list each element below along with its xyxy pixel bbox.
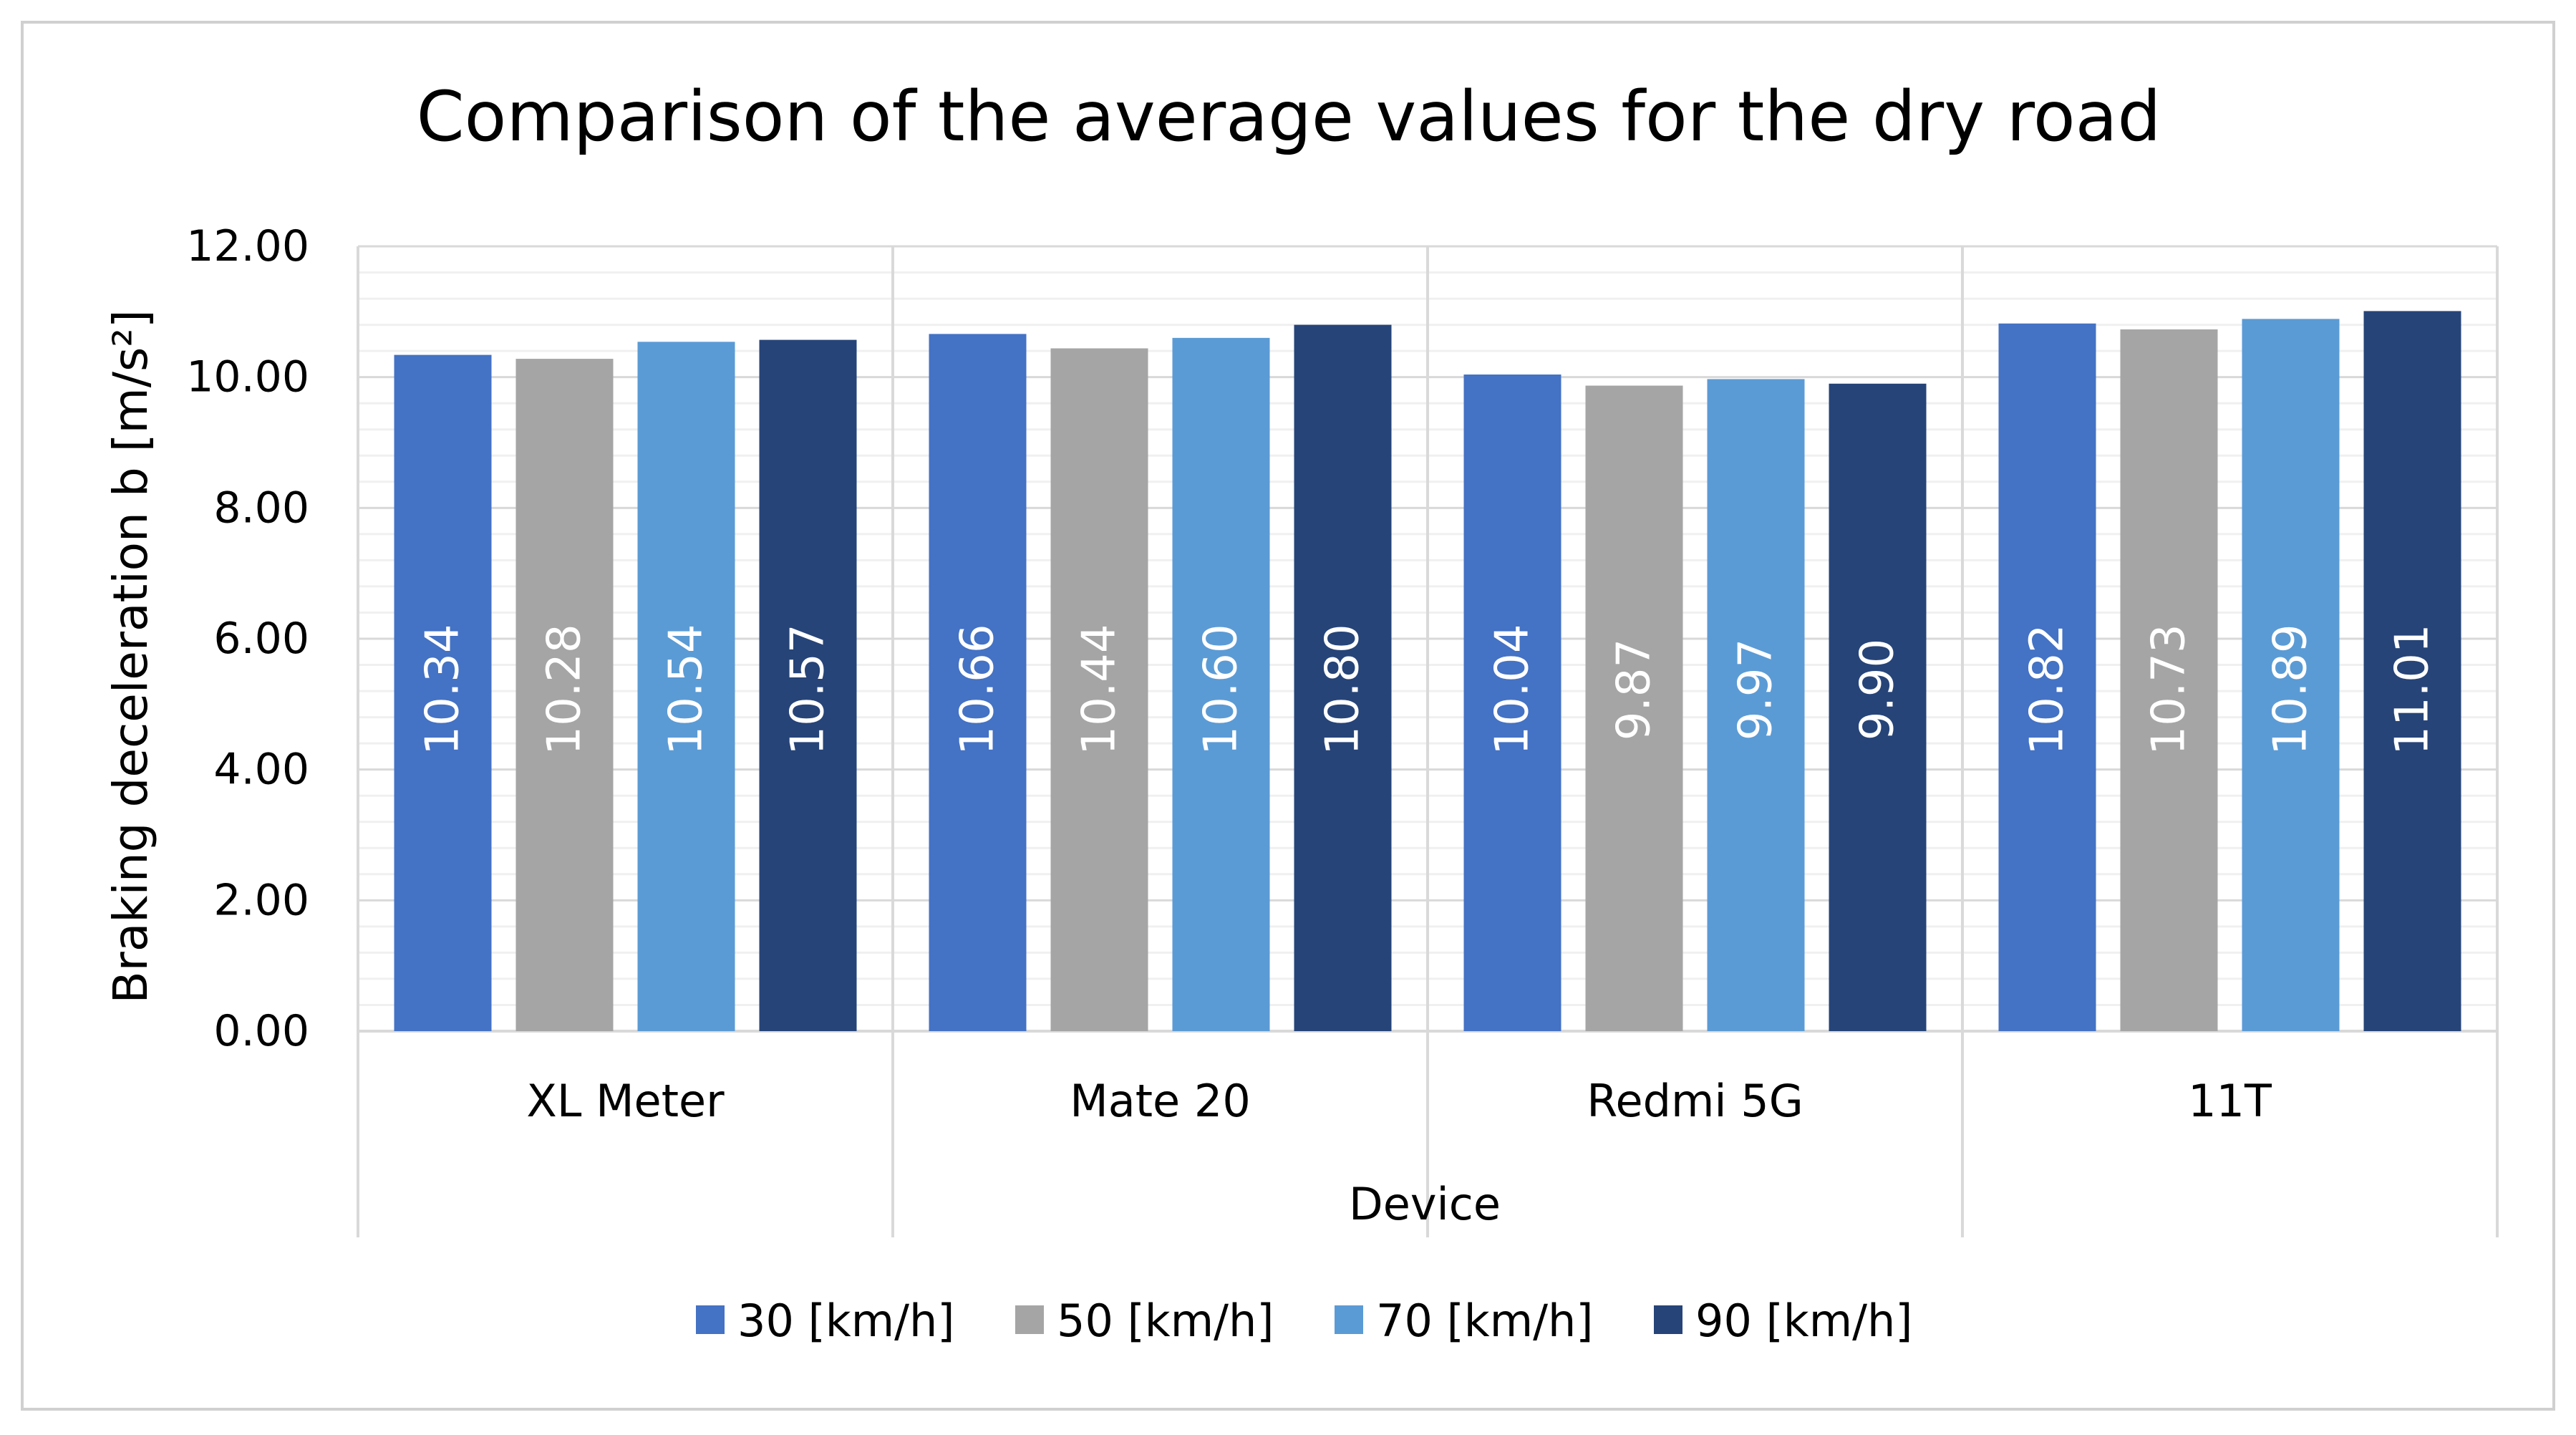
x-axis-ticks: XL Meter Mate 20 Redmi 5G 11T: [526, 1075, 2272, 1127]
legend-label: 30 [km/h]: [737, 1295, 954, 1347]
legend-item: 30 [km/h]: [696, 1295, 954, 1347]
legend-item: 50 [km/h]: [1015, 1295, 1274, 1347]
bar: [1050, 348, 1148, 1032]
bar: [1294, 324, 1392, 1032]
y-tick-label: 4.00: [213, 745, 309, 795]
legend-swatch: [1015, 1305, 1044, 1334]
y-axis-title: Braking deceleration b [m/s²]: [103, 309, 158, 1003]
legend-swatch: [696, 1305, 725, 1334]
bar: [1707, 379, 1805, 1031]
bar: [637, 342, 735, 1031]
bar: [2242, 319, 2340, 1031]
bar-data-label: 10.66: [952, 624, 1004, 755]
legend: 30 [km/h] 50 [km/h] 70 [km/h] 90 [km/h]: [696, 1295, 1912, 1347]
bar-labels: 10.34 10.66 10.04 10.82 10.28 10.44 9.87 10.73 1…: [417, 624, 2439, 755]
bar-data-label: 9.87: [1608, 639, 1661, 741]
y-tick-label: 8.00: [213, 483, 309, 533]
bar-data-label: 10.44: [1073, 624, 1126, 755]
bars: [394, 311, 2461, 1032]
x-axis-title: Device: [1349, 1178, 1501, 1230]
bar-data-label: 10.34: [417, 624, 470, 755]
bar-data-label: 10.57: [782, 624, 835, 755]
x-tick-label: Mate 20: [1070, 1075, 1251, 1127]
bar-data-label: 10.73: [2143, 624, 2196, 755]
bar-data-label: 10.54: [660, 624, 713, 755]
x-tick-label: Redmi 5G: [1587, 1075, 1803, 1127]
y-tick-label: 0.00: [213, 1006, 309, 1056]
bar-data-label: 10.89: [2265, 624, 2318, 755]
bar: [1998, 323, 2096, 1032]
chart-title: Comparison of the average values for the…: [417, 77, 2161, 157]
y-tick-label: 10.00: [186, 352, 309, 402]
bar: [1829, 383, 1927, 1031]
bar-data-label: 9.90: [1851, 639, 1904, 741]
y-axis-ticks: 0.00 2.00 4.00 6.00 8.00 10.00 12.00: [186, 221, 309, 1056]
legend-item: 70 [km/h]: [1335, 1295, 1593, 1347]
y-tick-label: 6.00: [213, 614, 309, 664]
bar: [1463, 375, 1561, 1031]
legend-swatch: [1654, 1305, 1682, 1334]
bar-data-label: 10.80: [1317, 624, 1370, 755]
bar-data-label: 11.01: [2386, 624, 2439, 755]
bar: [1172, 337, 1270, 1031]
bar: [929, 334, 1027, 1031]
legend-label: 90 [km/h]: [1695, 1295, 1912, 1347]
x-tick-label: 11T: [2188, 1075, 2272, 1127]
bar: [759, 339, 857, 1031]
y-tick-label: 12.00: [186, 221, 309, 271]
bar-data-label: 10.04: [1486, 624, 1539, 755]
bar-data-label: 10.60: [1195, 624, 1248, 755]
bar-data-label: 10.82: [2021, 624, 2074, 755]
x-tick-label: XL Meter: [526, 1075, 725, 1127]
y-tick-label: 2.00: [213, 875, 309, 925]
bar: [515, 359, 614, 1031]
bar-data-label: 9.97: [1730, 639, 1783, 741]
legend-swatch: [1335, 1305, 1363, 1334]
bar: [394, 354, 492, 1031]
bar: [2363, 311, 2461, 1031]
legend-label: 50 [km/h]: [1057, 1295, 1274, 1347]
legend-label: 70 [km/h]: [1376, 1295, 1593, 1347]
bar: [2120, 329, 2218, 1031]
legend-item: 90 [km/h]: [1654, 1295, 1912, 1347]
bar: [1585, 385, 1683, 1031]
bar-data-label: 10.28: [538, 624, 591, 755]
